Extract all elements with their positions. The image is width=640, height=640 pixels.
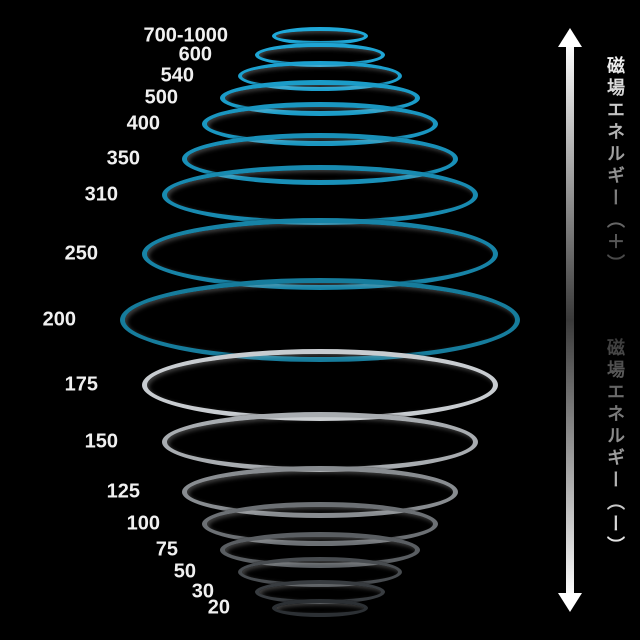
ring-label: 100 [127, 513, 160, 536]
energy-arrow-shaft [566, 40, 574, 600]
arrow-head-top [558, 28, 582, 47]
ring-label: 350 [107, 148, 140, 171]
ring-label: 540 [161, 65, 194, 88]
ring-label: 200 [43, 309, 76, 332]
energy-ring [142, 349, 498, 421]
ring-label: 400 [127, 113, 160, 136]
ring-label: 20 [208, 597, 230, 620]
energy-ring [162, 165, 478, 225]
ring-label: 250 [65, 243, 98, 266]
ring-label: 175 [65, 374, 98, 397]
ring-label: 600 [179, 44, 212, 67]
energy-diagram: 700-100060054050040035031025020017515012… [0, 0, 640, 640]
ring-label: 75 [156, 539, 178, 562]
ring-label: 310 [85, 184, 118, 207]
ring-label: 150 [85, 431, 118, 454]
axis-label-negative: 磁場エネルギー（ー） [602, 338, 628, 558]
energy-ring [272, 599, 368, 617]
ring-label: 500 [145, 87, 178, 110]
arrow-head-bottom [558, 593, 582, 612]
ring-label: 125 [107, 481, 140, 504]
axis-label-positive: 磁場エネルギー（＋） [602, 56, 628, 276]
energy-ring [162, 412, 478, 472]
